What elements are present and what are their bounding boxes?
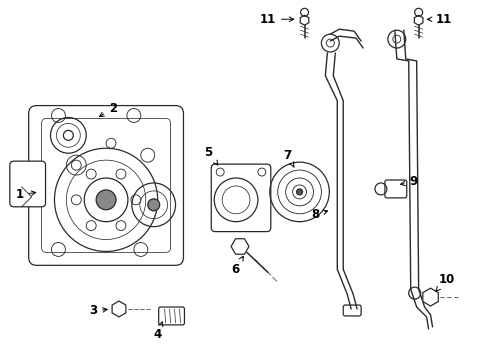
- Text: 1: 1: [16, 188, 36, 201]
- FancyBboxPatch shape: [343, 305, 360, 316]
- Text: 11: 11: [259, 13, 293, 26]
- FancyBboxPatch shape: [211, 164, 270, 231]
- Text: 6: 6: [230, 256, 243, 276]
- FancyBboxPatch shape: [10, 161, 45, 207]
- Circle shape: [296, 189, 302, 195]
- Text: 10: 10: [435, 273, 454, 291]
- Text: 4: 4: [153, 322, 163, 341]
- Text: 11: 11: [427, 13, 450, 26]
- Circle shape: [147, 199, 160, 211]
- Text: 8: 8: [311, 208, 327, 221]
- Text: 9: 9: [400, 175, 417, 189]
- FancyBboxPatch shape: [29, 105, 183, 265]
- Text: 2: 2: [99, 102, 117, 117]
- Text: 7: 7: [283, 149, 293, 167]
- Text: 3: 3: [89, 305, 107, 318]
- FancyBboxPatch shape: [384, 180, 406, 198]
- Text: 5: 5: [203, 146, 218, 165]
- FancyBboxPatch shape: [158, 307, 184, 325]
- Circle shape: [96, 190, 116, 210]
